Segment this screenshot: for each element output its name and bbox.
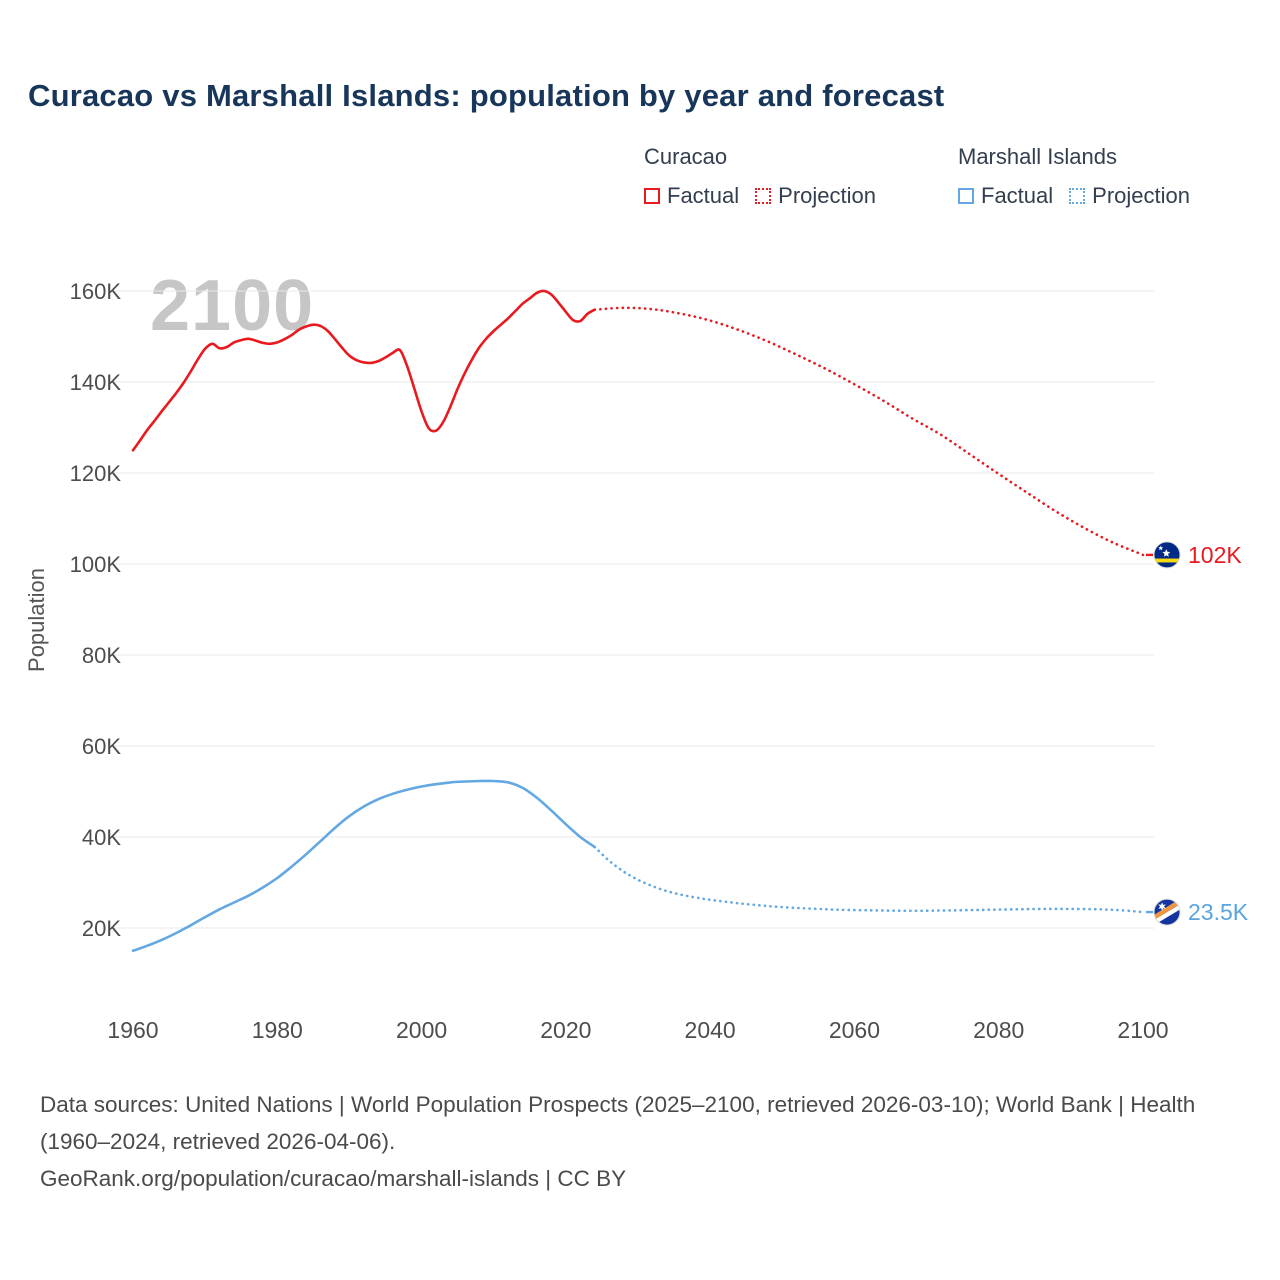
chart-series [131,289,1145,953]
page-title: Curacao vs Marshall Islands: population … [28,78,945,113]
marshall-factual-line [131,779,596,953]
ytick-60K: 60K [82,734,121,759]
curacao-flag-icon [1153,541,1181,569]
gridlines [112,290,1154,929]
xtick-1960: 1960 [107,1017,158,1043]
curacao-end-value-label: 102K [1188,542,1242,568]
attribution-text: GeoRank.org/population/curacao/marshall-… [40,1166,627,1191]
legend-title-marshall-islands: Marshall Islands [958,144,1117,169]
legend-item-marshall-projection[interactable]: Projection [1069,183,1190,209]
xtick-1980: 1980 [252,1017,303,1043]
ytick-40K: 40K [82,825,121,850]
xtick-2040: 2040 [685,1017,736,1043]
xtick-2060: 2060 [829,1017,880,1043]
legend-item-marshall-factual[interactable]: Factual [958,183,1053,209]
ytick-100K: 100K [70,552,122,577]
legend-items-marshall-islands: Factual Projection [958,183,1190,209]
end-markers [1146,541,1181,926]
data-sources-text: Data sources: United Nations | World Pop… [40,1092,1196,1154]
marshall-end-value-label: 23.5K [1188,899,1249,925]
ytick-140K: 140K [70,370,122,395]
marshall-projection-line [593,845,1145,914]
ytick-80K: 80K [82,643,121,668]
xtick-2080: 2080 [973,1017,1024,1043]
axes: 20K 40K 60K 80K 100K 120K 140K 160K 1960 1980 2000… [24,279,1169,1043]
xtick-2100: 2100 [1117,1017,1168,1043]
marshall-projection-swatch [1069,188,1086,204]
marshall-factual-label: Factual [981,183,1054,208]
year-watermark: 2100 [150,266,315,346]
ytick-20K: 20K [82,916,121,941]
legend-items-curacao: Factual Projection [644,183,876,209]
legend-group-curacao: Curacao Factual Projection [644,144,876,209]
ytick-160K: 160K [70,279,122,304]
legend-item-curacao-projection[interactable]: Projection [755,183,876,209]
legend-group-marshall-islands: Marshall Islands Factual Projection [958,144,1190,209]
footer: Data sources: United Nations | World Pop… [40,1086,1220,1197]
y-axis-title: Population [24,568,49,672]
curacao-projection-label: Projection [778,183,876,208]
marshall-islands-flag-icon [1153,898,1181,926]
marshall-factual-swatch [958,188,974,204]
curacao-projection-line [593,306,1145,557]
curacao-projection-swatch [755,188,772,204]
ytick-120K: 120K [70,461,122,486]
xtick-2000: 2000 [396,1017,447,1043]
xtick-2020: 2020 [540,1017,591,1043]
curacao-factual-swatch [644,188,660,204]
legend-title-curacao: Curacao [644,144,728,169]
marshall-projection-label: Projection [1092,183,1190,208]
legend-item-curacao-factual[interactable]: Factual [644,183,739,209]
curacao-factual-label: Factual [667,183,740,208]
